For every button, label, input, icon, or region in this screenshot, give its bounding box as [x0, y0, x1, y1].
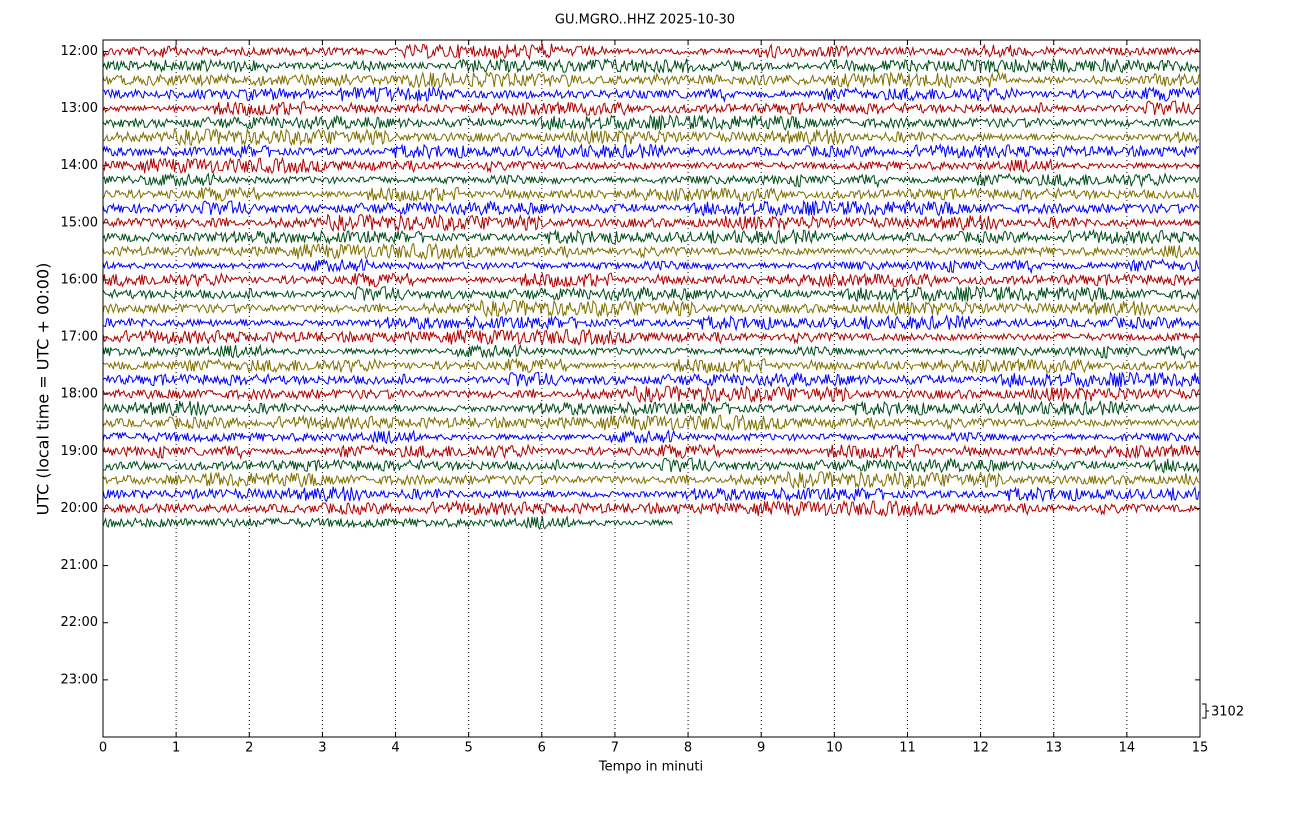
trace	[102, 57, 1200, 74]
x-tick-label: 13	[1045, 741, 1062, 756]
trace	[102, 314, 1200, 332]
x-tick-label: 2	[245, 741, 253, 756]
trace	[102, 271, 1200, 288]
y-tick-label: 17:00	[61, 330, 98, 345]
x-tick-label: 12	[972, 741, 989, 756]
trace	[102, 172, 1200, 189]
x-tick-label: 7	[611, 741, 619, 756]
trace	[102, 299, 1200, 318]
y-tick-label: 20:00	[61, 501, 98, 516]
trace	[102, 85, 1200, 103]
x-tick-label: 11	[899, 741, 916, 756]
x-tick-label: 10	[826, 741, 843, 756]
y-tick-label: 14:00	[61, 158, 98, 173]
trace	[102, 384, 1200, 404]
x-tick-label: 4	[391, 741, 399, 756]
y-tick-label: 15:00	[61, 215, 98, 230]
x-tick-label: 1	[172, 741, 180, 756]
trace	[102, 343, 1200, 361]
trace	[102, 514, 673, 531]
chart-title: GU.MGRO..HHZ 2025-10-30	[555, 13, 735, 28]
trace	[102, 43, 1200, 61]
y-tick-label: 19:00	[61, 444, 98, 459]
trace	[102, 457, 1200, 474]
scale-bar	[1202, 703, 1209, 719]
y-tick-label: 16:00	[61, 272, 98, 287]
trace	[102, 443, 1200, 461]
trace	[102, 413, 1200, 432]
x-tick-label: 6	[538, 741, 546, 756]
trace	[102, 285, 1200, 303]
trace	[102, 186, 1200, 203]
scale-label: 3102	[1211, 705, 1244, 720]
trace	[102, 113, 1200, 132]
trace	[102, 142, 1200, 161]
x-tick-label: 0	[99, 741, 107, 756]
trace	[102, 486, 1200, 503]
trace	[102, 156, 1200, 175]
y-tick-label: 13:00	[61, 101, 98, 116]
x-tick-label: 5	[465, 741, 473, 756]
y-tick-label: 21:00	[61, 558, 98, 573]
x-tick-label: 8	[684, 741, 692, 756]
trace	[102, 257, 1200, 275]
trace	[102, 399, 1200, 418]
y-tick-label: 12:00	[61, 44, 98, 59]
trace	[102, 328, 1200, 346]
trace	[102, 70, 1200, 89]
trace	[102, 499, 1200, 518]
y-axis-label: UTC (local time = UTC + 00:00)	[34, 263, 53, 516]
trace	[102, 470, 1200, 490]
y-tick-label: 22:00	[61, 615, 98, 630]
trace	[102, 357, 1200, 374]
plot-frame	[102, 39, 1201, 738]
x-tick-label: 9	[757, 741, 765, 756]
trace	[102, 242, 1200, 261]
y-tick-label: 23:00	[61, 672, 98, 687]
trace	[102, 127, 1200, 147]
trace	[102, 199, 1200, 217]
trace	[102, 100, 1200, 117]
x-axis-label: Tempo in minuti	[598, 760, 703, 775]
trace	[102, 371, 1200, 389]
x-tick-label: 14	[1119, 741, 1136, 756]
x-tick-label: 15	[1192, 741, 1209, 756]
trace	[102, 429, 1200, 445]
y-tick-label: 18:00	[61, 387, 98, 402]
trace	[102, 228, 1200, 246]
trace	[102, 213, 1200, 233]
x-tick-label: 3	[318, 741, 326, 756]
